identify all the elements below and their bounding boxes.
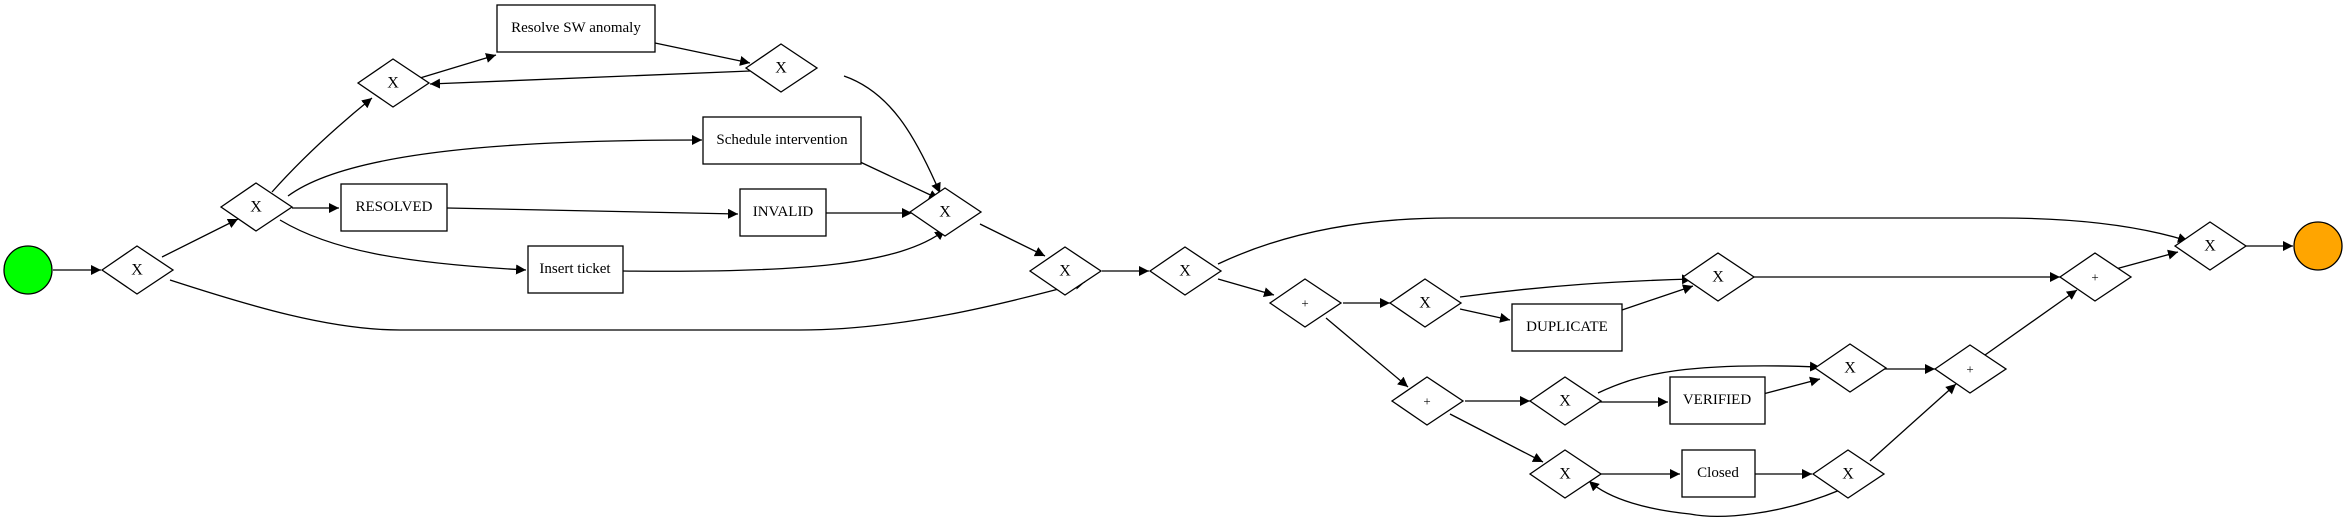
edge-g7-to-xfinal bbox=[1217, 217, 2189, 265]
gateway-xor-closed-join: X bbox=[1528, 449, 1603, 499]
gateway-xor-final-join-label: X bbox=[2204, 238, 2216, 255]
gateway-xor-closed-split: X bbox=[1811, 449, 1886, 499]
edge-and1-to-and2 bbox=[1325, 317, 1409, 388]
gateway-xor-final-join: X bbox=[2173, 221, 2248, 271]
edge-resolved-to-invalid bbox=[446, 207, 739, 219]
gateway-xor-split-1: X bbox=[100, 245, 175, 295]
task-invalid-label: INVALID bbox=[753, 204, 814, 220]
edge-g4-to-g5 bbox=[843, 75, 941, 194]
edge-x10-to-x11 bbox=[1597, 361, 1821, 394]
gateway-xor-duplicate-join-label: X bbox=[1712, 269, 1724, 286]
edge-resolve-to-g4 bbox=[654, 42, 751, 66]
gateway-xor-split-3-label: X bbox=[1179, 263, 1191, 280]
task-schedule-intervention: Schedule intervention bbox=[702, 116, 862, 165]
gateway-and-join-2-label: + bbox=[2091, 270, 2098, 285]
gateway-xor-duplicate-split-label: X bbox=[1419, 295, 1431, 312]
edges bbox=[53, 42, 2293, 517]
edge-schedule-to-g5 bbox=[857, 160, 940, 200]
edge-x13-to-and3 bbox=[1869, 383, 1957, 462]
gateway-xor-loop-join: X bbox=[356, 58, 431, 108]
edge-and4-to-xfinal bbox=[2111, 249, 2179, 271]
task-resolve-sw-anomaly-label: Resolve SW anomaly bbox=[511, 20, 641, 36]
edge-g1-to-g2 bbox=[161, 218, 239, 258]
edge-g5-to-g6 bbox=[979, 223, 1046, 257]
gateway-xor-verified-join: X bbox=[1813, 343, 1888, 393]
gateway-xor-verified-join-label: X bbox=[1844, 360, 1856, 377]
task-closed-label: Closed bbox=[1697, 465, 1739, 481]
task-duplicate-label: DUPLICATE bbox=[1526, 319, 1608, 335]
gateway-xor-closed-split-label: X bbox=[1842, 466, 1854, 483]
task-insert-ticket: Insert ticket bbox=[527, 245, 624, 294]
edge-g2-to-insert bbox=[279, 219, 527, 275]
edge-g4-to-g3 bbox=[429, 70, 751, 89]
start-event bbox=[3, 245, 53, 295]
task-insert-ticket-label: Insert ticket bbox=[539, 261, 611, 277]
task-resolve-sw-anomaly: Resolve SW anomaly bbox=[496, 4, 656, 53]
edge-and3-to-and4 bbox=[1984, 289, 2078, 356]
gateway-and-split-1: + bbox=[1268, 278, 1343, 328]
gateway-xor-verified-split-label: X bbox=[1559, 393, 1571, 410]
task-closed: Closed bbox=[1681, 449, 1756, 498]
edge-g1-to-g6 bbox=[169, 279, 1086, 331]
edge-duplicate-to-x9 bbox=[1621, 284, 1694, 311]
gateway-and-split-2-label: + bbox=[1423, 394, 1430, 409]
edge-g7-to-and1 bbox=[1217, 278, 1275, 298]
task-schedule-intervention-label: Schedule intervention bbox=[716, 132, 848, 148]
edge-x8-to-x9 bbox=[1459, 274, 1693, 298]
edge-g3-to-resolve bbox=[419, 53, 497, 79]
gateway-xor-verified-split: X bbox=[1528, 376, 1603, 426]
gateway-xor-split-2-label: X bbox=[250, 199, 262, 216]
task-invalid: INVALID bbox=[739, 188, 827, 237]
gateway-and-join-2: + bbox=[2058, 252, 2133, 302]
gateway-xor-join-1: X bbox=[908, 187, 983, 237]
gateway-xor-split-3: X bbox=[1148, 246, 1223, 296]
gateway-and-split-2: + bbox=[1390, 376, 1465, 426]
edge-g2-to-g3 bbox=[271, 97, 373, 193]
gateway-and-join-1-label: + bbox=[1966, 362, 1973, 377]
gateway-xor-loop-join-label: X bbox=[387, 75, 399, 92]
task-resolved-label: RESOLVED bbox=[356, 199, 433, 215]
gateway-xor-closed-join-label: X bbox=[1559, 466, 1571, 483]
task-verified: VERIFIED bbox=[1669, 376, 1766, 425]
gateway-xor-join-1-label: X bbox=[939, 204, 951, 221]
gateway-xor-duplicate-join: X bbox=[1681, 252, 1756, 302]
edge-g2-to-schedule bbox=[287, 135, 703, 197]
edge-insert-to-g5 bbox=[622, 229, 946, 272]
edge-x13-to-x12 bbox=[1588, 480, 1841, 517]
task-verified-label: VERIFIED bbox=[1683, 392, 1751, 408]
task-duplicate: DUPLICATE bbox=[1511, 303, 1623, 352]
gateway-xor-join-2-label: X bbox=[1059, 263, 1071, 280]
gateway-xor-split-2: X bbox=[219, 182, 294, 232]
edge-and2-to-x12 bbox=[1449, 413, 1544, 463]
gateway-xor-join-2: X bbox=[1028, 246, 1103, 296]
end-event bbox=[2293, 221, 2343, 271]
gateway-xor-loop-split-label: X bbox=[775, 60, 787, 77]
gateway-and-split-1-label: + bbox=[1301, 296, 1308, 311]
gateway-and-join-1: + bbox=[1933, 344, 2008, 394]
gateway-xor-loop-split: X bbox=[744, 43, 819, 93]
edge-x8-to-duplicate bbox=[1459, 308, 1511, 323]
task-resolved: RESOLVED bbox=[340, 183, 448, 232]
gateway-xor-duplicate-split: X bbox=[1388, 278, 1463, 328]
gateway-xor-split-1-label: X bbox=[131, 262, 143, 279]
edge-verified-to-x11 bbox=[1762, 376, 1821, 395]
